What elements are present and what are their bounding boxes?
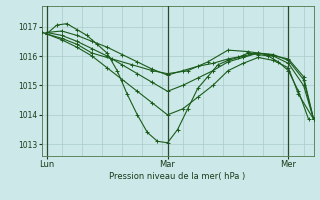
- X-axis label: Pression niveau de la mer( hPa ): Pression niveau de la mer( hPa ): [109, 172, 246, 181]
